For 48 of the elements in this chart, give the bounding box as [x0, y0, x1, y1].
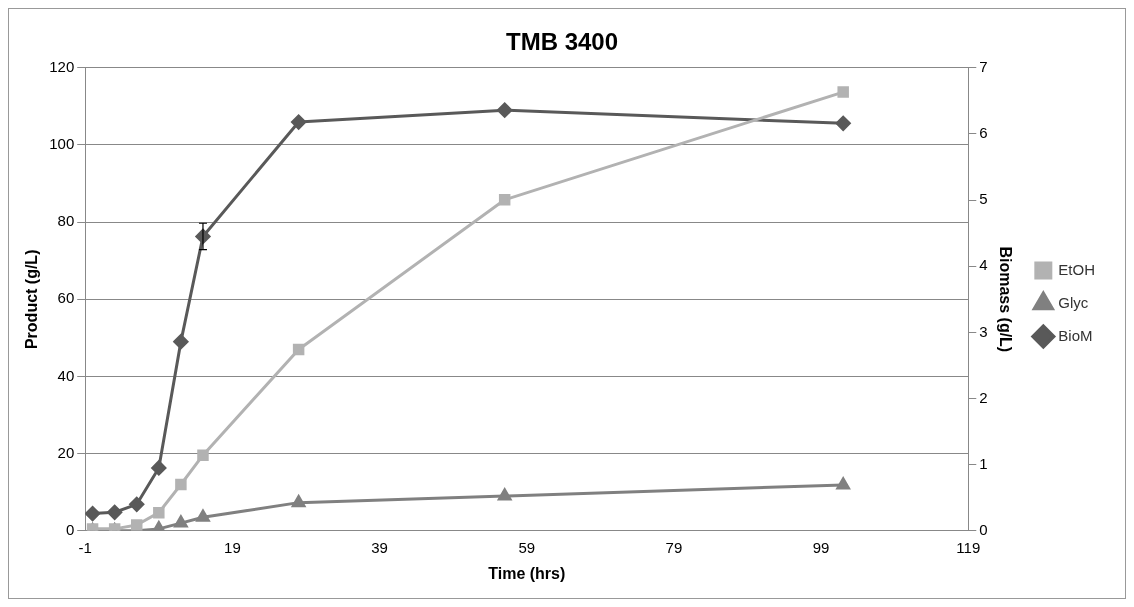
x-tick-label: 99 [812, 538, 830, 556]
legend-label: BioM [1058, 326, 1093, 344]
legend-label: EtOH [1058, 260, 1096, 278]
point [174, 515, 188, 528]
point [173, 334, 189, 350]
point [498, 194, 511, 206]
y-tick-label: 100 [49, 135, 75, 153]
point [835, 115, 851, 131]
x-tick-label: 59 [518, 538, 536, 556]
point [497, 488, 512, 501]
point [129, 496, 145, 512]
point [497, 102, 513, 118]
y-tick-label: 20 [57, 443, 75, 461]
y-tick-label: 80 [57, 212, 75, 230]
x-tick-label: 39 [371, 538, 388, 556]
x-tick-label: 119 [956, 538, 981, 556]
y2-axis-title: Biomass (g/L) [996, 246, 1014, 353]
x-tick-label: 79 [665, 538, 683, 556]
y2-tick-label: 3 [979, 322, 988, 340]
y2-tick-label: 6 [979, 124, 988, 142]
x-axis-title: Time (hrs) [488, 564, 566, 582]
y2-tick-label: 2 [979, 388, 988, 406]
y-tick-label: 120 [49, 57, 75, 75]
point [151, 460, 167, 476]
y2-tick-label: 4 [979, 256, 988, 274]
y2-tick-label: 0 [979, 520, 988, 538]
y2-tick-label: 7 [979, 57, 988, 75]
chart-title: TMB 3400 [505, 28, 619, 56]
point [175, 478, 187, 491]
point [197, 449, 209, 461]
point [85, 506, 101, 522]
point [291, 495, 306, 508]
x-tick-label: 19 [224, 538, 241, 556]
y-tick-label: 0 [65, 520, 75, 538]
legend-label: Glyc [1058, 293, 1089, 311]
point [836, 477, 850, 490]
point [291, 114, 307, 130]
y-tick-label: 60 [57, 289, 75, 307]
y-tick-label: 40 [57, 366, 75, 384]
point [107, 504, 123, 520]
point [196, 509, 210, 522]
point [153, 506, 165, 519]
y-axis-title: Product (g/L) [23, 249, 41, 350]
x-tick-label: -1 [78, 538, 92, 556]
point [837, 86, 849, 98]
y2-tick-label: 1 [979, 454, 988, 472]
y2-tick-label: 5 [979, 190, 988, 208]
point [292, 343, 305, 356]
